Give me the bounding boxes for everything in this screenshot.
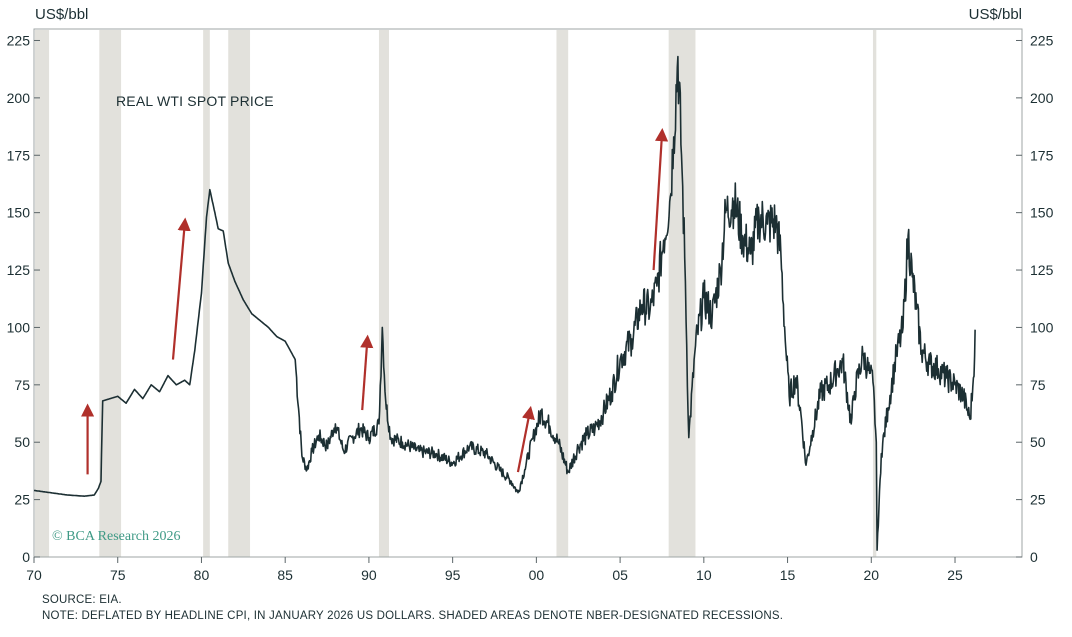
y-tick-label-left: 175: [7, 147, 31, 163]
y-tick-label-right: 200: [1030, 90, 1054, 106]
recession-band-7: [668, 30, 696, 557]
left-unit-label: US$/bbl: [35, 6, 88, 23]
price-surge-arrow-2: [171, 217, 191, 360]
x-tick-label: 70: [26, 567, 42, 583]
y-tick-label-right: 50: [1030, 434, 1046, 450]
y-tick-label-left: 225: [7, 32, 31, 48]
x-tick-label: 00: [529, 567, 545, 583]
y-tick-label-left: 25: [14, 492, 30, 508]
annotation-arrows: [80, 128, 669, 475]
x-tick-label: 95: [445, 567, 461, 583]
x-tick-label: 10: [696, 567, 712, 583]
bca-watermark: © BCA Research 2026: [52, 529, 180, 544]
x-tick-label: 75: [110, 567, 126, 583]
y-tick-label-right: 100: [1030, 319, 1054, 335]
y-tick-label-right: 125: [1030, 262, 1054, 278]
y-tick-label-left: 50: [14, 434, 30, 450]
chart-title: REAL WTI SPOT PRICE: [116, 93, 274, 109]
price-surge-arrow-3: [360, 334, 374, 411]
y-tick-label-left: 125: [7, 262, 31, 278]
recession-band-1: [35, 30, 50, 557]
price-surge-arrow-4: [516, 405, 535, 473]
source-note: SOURCE: EIA.: [42, 594, 122, 606]
recession-band-8: [872, 30, 877, 557]
y-tick-label-right: 0: [1030, 549, 1038, 565]
x-tick-label: 15: [780, 567, 796, 583]
y-tick-label-right: 225: [1030, 32, 1054, 48]
right-unit-label: US$/bbl: [969, 6, 1022, 23]
series-line-1: [33, 55, 976, 551]
x-tick-label: 20: [863, 567, 879, 583]
price-surge-arrow-5: [652, 128, 669, 271]
y-tick-label-left: 150: [7, 205, 31, 221]
x-tick-label: 25: [947, 567, 963, 583]
x-tick-label: 85: [277, 567, 293, 583]
x-tick-label: 80: [194, 567, 210, 583]
y-tick-label-right: 75: [1030, 377, 1046, 393]
y-tick-label-left: 75: [14, 377, 30, 393]
series-layer: [33, 55, 976, 551]
x-tick-label: 90: [361, 567, 377, 583]
y-tick-label-right: 175: [1030, 147, 1054, 163]
y-tick-label-left: 100: [7, 319, 31, 335]
plot-frame: [33, 28, 1023, 558]
recession-band-6: [556, 30, 569, 557]
y-tick-label-left: 200: [7, 90, 31, 106]
recession-band-5: [378, 30, 390, 557]
x-tick-label: 05: [612, 567, 628, 583]
recession-band-4: [228, 30, 251, 557]
recession-bands: [35, 30, 877, 557]
recession-band-3: [203, 30, 210, 557]
methodology-note: NOTE: DEFLATED BY HEADLINE CPI, IN JANUA…: [42, 610, 784, 622]
y-tick-label-left: 0: [22, 549, 30, 565]
y-tick-label-right: 25: [1030, 492, 1046, 508]
recession-band-2: [99, 30, 122, 557]
y-tick-label-right: 150: [1030, 205, 1054, 221]
